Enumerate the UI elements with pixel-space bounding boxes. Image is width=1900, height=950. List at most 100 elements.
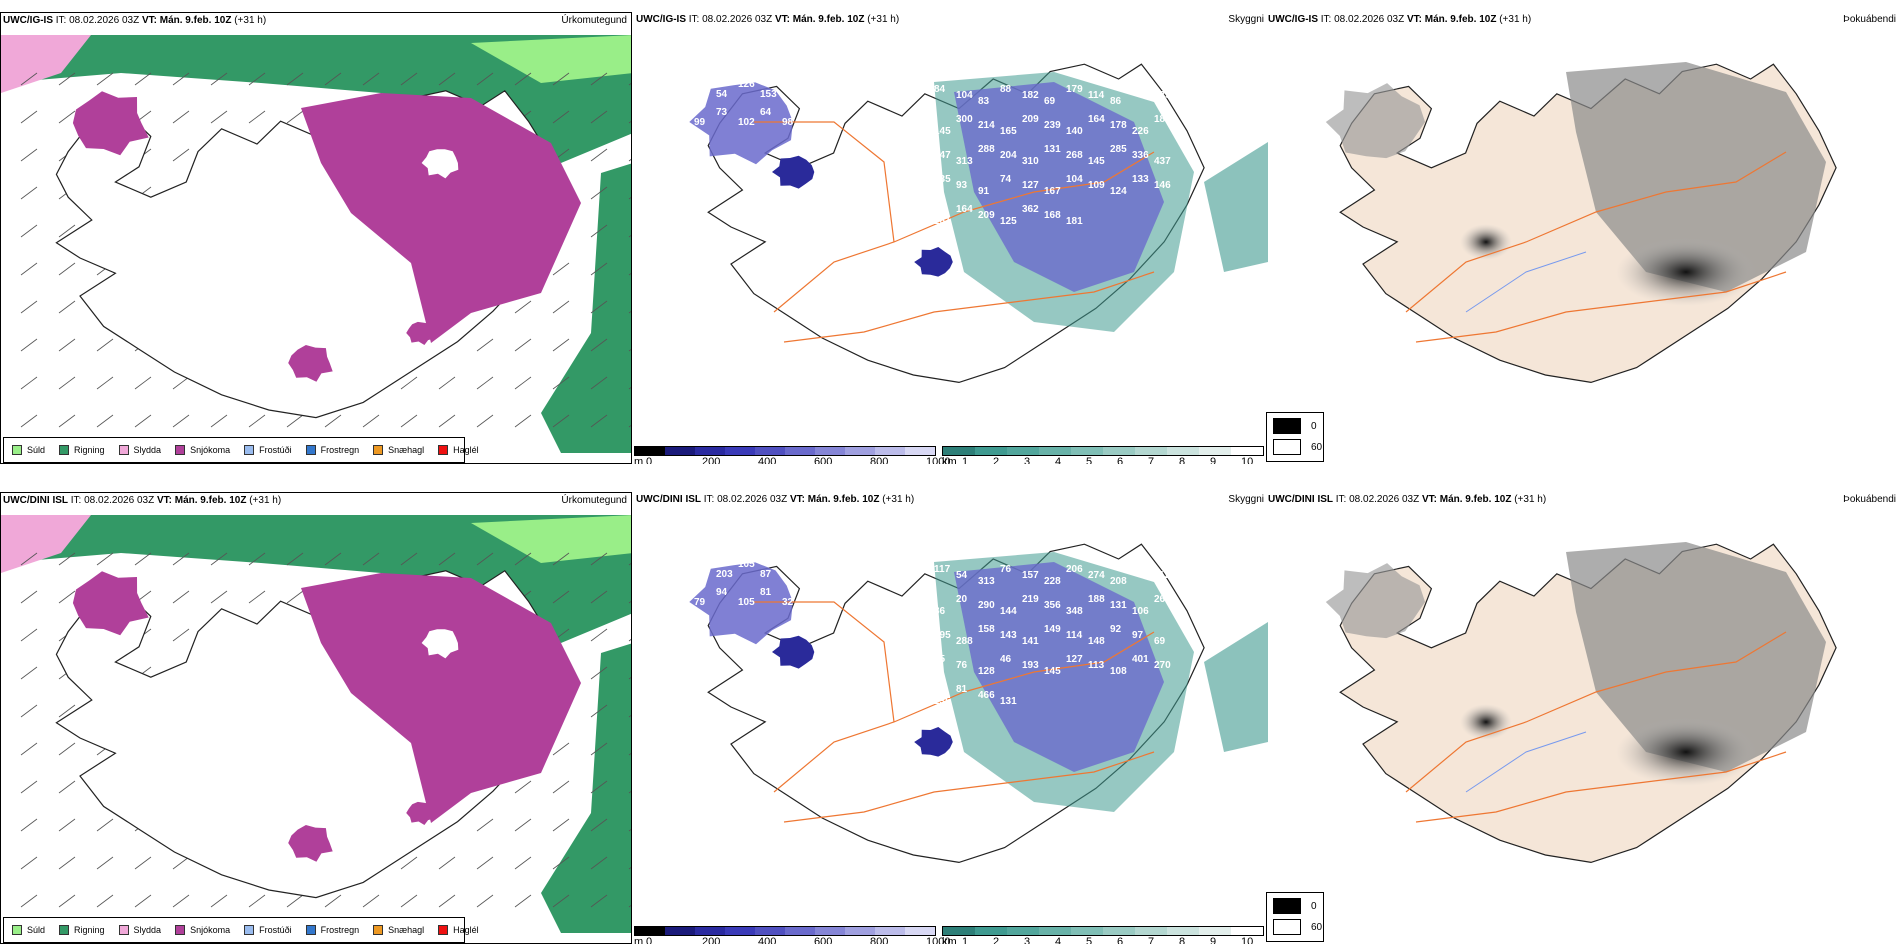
cloud-base-label: 46 (1000, 654, 1012, 665)
cloud-base-label: 209 (978, 210, 995, 221)
wind-barb (58, 376, 76, 390)
sleet-area (1, 35, 91, 93)
cloud-base-label: 153 (760, 89, 777, 100)
wind-barb (514, 414, 532, 428)
visibility-tick: 1 (962, 456, 969, 464)
wind-barb (20, 72, 38, 86)
wind-barb (20, 666, 38, 680)
legend-item: Rigning (59, 925, 105, 935)
legend-label: Súld (27, 445, 46, 455)
wind-barb (552, 414, 570, 428)
road (754, 601, 895, 723)
cloud-base-label: 91 (978, 186, 990, 197)
cloud-base-label: 131 (1044, 144, 1061, 155)
wind-barb (134, 856, 152, 870)
visibility-tick: 4 (1055, 936, 1062, 944)
panel-title: Þokuábendi (1843, 14, 1896, 25)
fog-legend-swatch (1273, 898, 1301, 914)
height-tick: 400 (758, 936, 777, 944)
visibility-tick: 10 (1241, 936, 1254, 944)
fog-legend-item: 60 (1273, 439, 1322, 455)
wind-barb (552, 262, 570, 276)
wind-barb (514, 300, 532, 314)
cloud-base-label: 81 (760, 587, 772, 598)
height-unit: m (634, 936, 644, 944)
dense-fog-area (1616, 718, 1756, 786)
wind-barb (476, 818, 494, 832)
wind-barb (20, 300, 38, 314)
legend-item: Rigning (59, 445, 105, 455)
wind-barb (58, 704, 76, 718)
wind-barb (590, 300, 608, 314)
cloud-base-label: 113 (1088, 660, 1105, 671)
road (783, 751, 1155, 823)
visibility-tick: 2 (993, 936, 1000, 944)
wind-barb (514, 338, 532, 352)
cloud-base-label: 114 (1066, 630, 1083, 641)
cloud-base-label: 127 (1066, 654, 1083, 665)
legend-label: Frostúði (259, 445, 292, 455)
cloud-base-label: 104 (1066, 174, 1083, 185)
wind-barb (590, 742, 608, 756)
cloud-base-label: 109 (1088, 180, 1105, 191)
cloud-base-label: 86 (934, 606, 946, 617)
wind-barb (96, 552, 114, 566)
cloud-base-label: 69 (1154, 636, 1166, 647)
snow-gap (421, 629, 459, 659)
wind-barb (400, 894, 418, 908)
wind-barb (248, 552, 266, 566)
cloud-base-label: 88 (1000, 84, 1012, 95)
wind-barb (400, 376, 418, 390)
height-tick: 0 (646, 456, 653, 464)
road (773, 151, 1155, 313)
cloud-base-label: 261 (934, 216, 951, 227)
legend-item: Frostregn (305, 925, 359, 935)
legend-item: Snæhagl (373, 925, 424, 935)
panel-header: UWC/DINI ISL IT: 08.02.2026 03Z VT: Mán.… (3, 495, 281, 506)
wind-barb (590, 628, 608, 642)
wind-barb (476, 338, 494, 352)
wind-barb (590, 590, 608, 604)
legend-swatch (59, 445, 70, 455)
valid-label: VT: (1406, 14, 1422, 25)
wind-barb (438, 72, 456, 86)
cloud-base-label: 79 (694, 597, 706, 608)
road (1415, 271, 1787, 343)
snow-area-south (288, 825, 333, 862)
snow-area-south (288, 345, 333, 382)
wind-barb (20, 704, 38, 718)
legend-item: Frostúði (244, 925, 292, 935)
wind-barb (58, 72, 76, 86)
cloud-base-label: 179 (1066, 84, 1083, 95)
cloud-base-label: 83 (978, 96, 990, 107)
wind-barb (514, 818, 532, 832)
cloud-base-label: 401 (1132, 654, 1149, 665)
cloud-base-label: 313 (956, 156, 973, 167)
cloud-base-label: 181 (1066, 216, 1083, 227)
wind-barb (590, 72, 608, 86)
height-tick: 0 (646, 936, 653, 944)
wind-barb (476, 552, 494, 566)
cloud-base-label: 157 (1022, 570, 1039, 581)
wind-barb (248, 414, 266, 428)
sleet-area (1, 515, 91, 573)
wind-barb (210, 110, 228, 124)
cloud-base-label: 235 (934, 696, 951, 707)
fog-indicator-panel: UWC/DINI ISL IT: 08.02.2026 03Z VT: Mán.… (1266, 492, 1900, 944)
road (754, 121, 895, 243)
cloud-base-label: 214 (978, 120, 995, 131)
cloud-base-label: 145 (934, 126, 951, 137)
wind-barb (286, 894, 304, 908)
fog-legend: 0 60 (1266, 892, 1324, 942)
cloud-base-label: 164 (1088, 114, 1105, 125)
wind-barb (172, 414, 190, 428)
legend-swatch (12, 925, 22, 935)
cloud-base-label: 104 (956, 90, 973, 101)
wind-barb (20, 552, 38, 566)
wind-barb (514, 894, 532, 908)
wind-barb (514, 376, 532, 390)
legend-swatch (373, 445, 384, 455)
cloud-base-label: 140 (1066, 126, 1083, 137)
cloud-base-label: 290 (978, 600, 995, 611)
wind-barb (248, 72, 266, 86)
